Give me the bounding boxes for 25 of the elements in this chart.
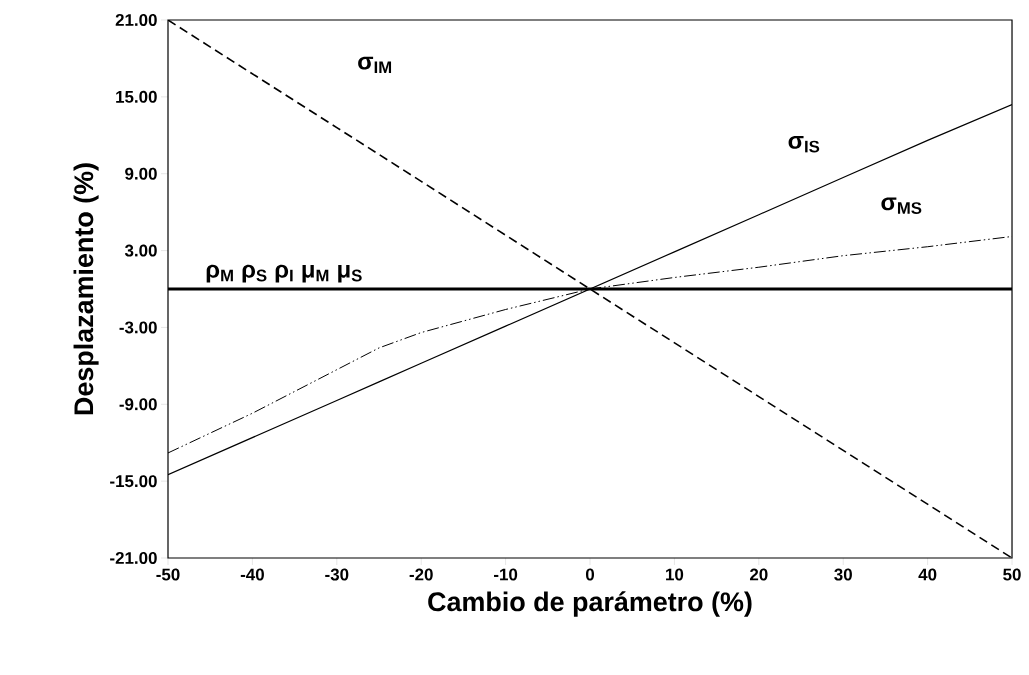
y-tick-label: 3.00: [124, 244, 157, 257]
x-tick-label: 50: [1003, 568, 1021, 581]
x-tick-label: -50: [156, 568, 180, 581]
x-tick-label: -30: [325, 568, 349, 581]
x-tick-label: 30: [834, 568, 852, 581]
y-tick-label: 21.00: [115, 14, 157, 26]
x-tick-label: 40: [918, 568, 937, 581]
y-tick-label: -3.00: [119, 321, 157, 334]
x-tick-label: -10: [494, 568, 518, 581]
y-tick-label: -9.00: [119, 398, 157, 411]
x-tick-label: 20: [749, 568, 768, 581]
text: σ$_{IM}$: [358, 56, 392, 73]
y-tick-label: -15.00: [110, 475, 157, 488]
text: ρ$_{M}$ ρ$_{S}$ ρ$_{I}$ μ$_{M}$ μ$_{S}$: [206, 264, 362, 283]
x-axis-title: Cambio de parámetro (%): [428, 591, 752, 617]
y-tick-label: -21.00: [110, 552, 157, 564]
series-label: σ$_{MS}$: [881, 197, 922, 214]
x-tick-label: -20: [409, 568, 433, 581]
series-label: σ$_{IS}$: [788, 136, 820, 153]
y-tick-label: 15.00: [116, 90, 157, 103]
x-tick-label: 0: [585, 568, 595, 581]
x-tick-label: -40: [240, 568, 264, 581]
y-axis-title: Desplazamiento (%): [73, 163, 99, 415]
x-tick-label: 10: [666, 568, 684, 581]
y-tick-label: 9.00: [125, 167, 157, 180]
